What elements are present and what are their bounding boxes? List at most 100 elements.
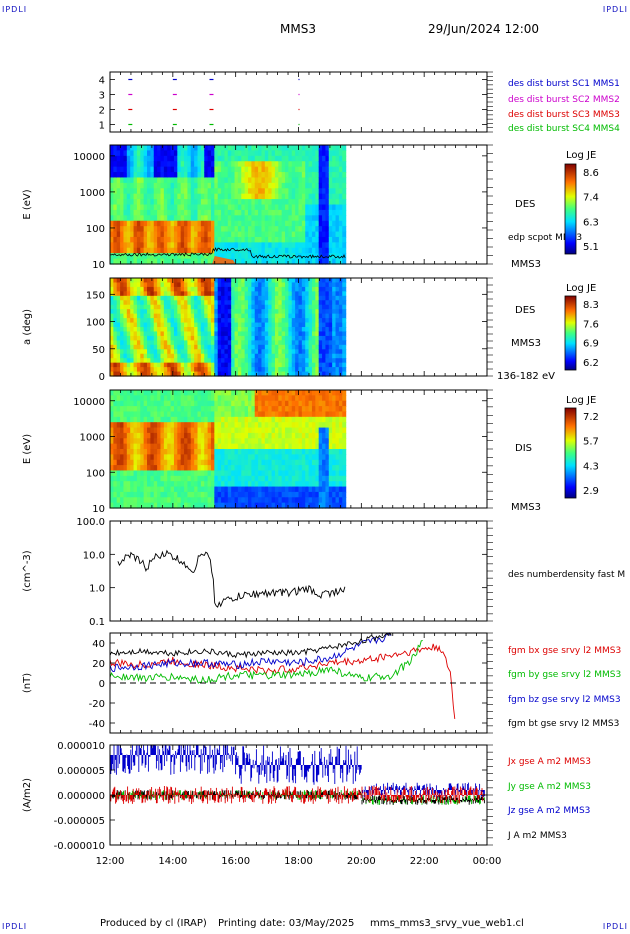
des-pitch-colorbar (564, 295, 577, 371)
logo-bottom-left: IPDLI (2, 922, 28, 931)
y-tick-label: 0 (99, 679, 105, 690)
y-tick-label: 10000 (73, 397, 105, 408)
y-tick-label: 10 (92, 260, 105, 271)
colorbar-tick-label: 6.3 (583, 217, 599, 228)
y-tick-label: 1000 (80, 188, 105, 199)
des-energy-instrument: DES (515, 199, 536, 210)
y-tick-label: 10000 (73, 152, 105, 163)
y-tick-label: 2 (99, 106, 105, 117)
jz-series-line (109, 786, 485, 804)
y-tick-label: 1000 (80, 433, 105, 444)
density-legend: des numberdensity fast M (508, 570, 626, 580)
y-tick-label: 0.000010 (57, 741, 105, 752)
des-pitch-energy-range: 136-182 eV (497, 371, 555, 382)
y-tick-label: 0 (99, 372, 105, 383)
by-series-line (109, 639, 423, 684)
dis-energy-colorbar (564, 407, 577, 499)
time-tick-label: 16:00 (221, 856, 250, 867)
y-tick-label: 3 (99, 91, 105, 102)
footer-script: mms_mms3_srvy_vue_web1.cl (370, 918, 524, 929)
y-axis-label: (A/m2) (22, 778, 33, 812)
logo-bottom-right: IPDLI (602, 922, 628, 931)
colorbar-tick-label: 2.9 (583, 486, 599, 497)
y-tick-label: 50 (92, 345, 105, 356)
dis-energy-instrument: DIS (515, 443, 532, 454)
des-energy-cb-title: Log JE (566, 150, 597, 161)
colorbar-tick-label: 8.3 (583, 300, 599, 311)
colorbar-tick-label: 7.6 (583, 319, 599, 330)
des-pitch-sc: MMS3 (511, 338, 541, 349)
y-tick-label: 100.0 (76, 517, 105, 528)
y-tick-label: 150 (86, 290, 105, 301)
des-pitch-cb-title: Log JE (566, 283, 597, 294)
bt-series-line (109, 632, 392, 659)
footer-printing: Printing date: 03/May/2025 (218, 918, 355, 929)
y-tick-label: -0.000010 (54, 841, 105, 852)
y-axis-label: a (deg) (22, 309, 33, 345)
y-tick-label: -40 (89, 719, 105, 730)
current-legend-jy: Jy gse A m2 MMS3 (508, 782, 591, 792)
current-legend-jz: Jz gse A m2 MMS3 (508, 806, 591, 816)
scpot-fill (212, 256, 236, 264)
bfield-legend-bz: fgm bz gse srvy l2 MMS3 (508, 695, 621, 705)
y-tick-label: 100 (86, 318, 105, 329)
date-title: 29/Jun/2024 12:00 (428, 22, 540, 36)
time-tick-label: 12:00 (96, 856, 125, 867)
des-energy-colorbar (564, 163, 577, 255)
time-tick-label: 14:00 (158, 856, 187, 867)
des-energy-overlay-label: edp scpot MMS3 (508, 233, 583, 243)
y-tick-label: 100 (86, 468, 105, 479)
y-tick-label: 20 (92, 659, 105, 670)
colorbar-tick-label: 8.6 (583, 168, 599, 179)
bfield-legend-by: fgm by gse srvy l2 MMS3 (508, 670, 622, 680)
y-tick-label: 10.0 (83, 550, 105, 561)
bz-series-line (109, 633, 392, 672)
y-tick-label: 40 (92, 639, 105, 650)
colorbar-tick-label: 5.1 (583, 242, 599, 253)
burst-legend-3: des dist burst SC3 MMS3 (508, 110, 620, 120)
y-tick-label: 0.000005 (57, 766, 105, 777)
des-energy-spectrogram (110, 145, 347, 265)
mission-title: MMS3 (280, 22, 316, 36)
bx-series-line (109, 643, 456, 719)
current-legend-j: J A m2 MMS3 (508, 831, 567, 841)
logo-top-left: IPDLI (2, 5, 28, 14)
colorbar-tick-label: 7.4 (583, 193, 599, 204)
des-pitch-instrument: DES (515, 305, 536, 316)
colorbar-tick-label: 4.3 (583, 461, 599, 472)
y-tick-label: 1.0 (89, 584, 105, 595)
panel-frame (109, 71, 488, 133)
density-series-line (117, 549, 346, 608)
des-pitch-spectrogram (110, 278, 347, 377)
y-tick-label: 1 (99, 121, 105, 132)
burst-legend-2: des dist burst SC2 MMS2 (508, 95, 620, 105)
y-tick-label: 0.000000 (57, 791, 105, 802)
time-tick-label: 00:00 (473, 856, 502, 867)
y-axis-label: (nT) (22, 673, 33, 693)
y-tick-label: -0.000005 (54, 816, 105, 827)
des-energy-sc: MMS3 (511, 259, 541, 270)
bfield-legend-bx: fgm bx gse srvy l2 MMS3 (508, 646, 622, 656)
y-axis-label: E (eV) (22, 189, 33, 219)
burst-legend-4: des dist burst SC4 MMS4 (508, 124, 620, 134)
scpot-series-line (110, 247, 346, 259)
burst-legend-1: des dist burst SC1 MMS1 (508, 79, 620, 89)
y-tick-label: -20 (89, 699, 105, 710)
dis-energy-sc: MMS3 (511, 502, 541, 513)
current-legend-jx: Jx gse A m2 MMS3 (508, 757, 591, 767)
y-tick-label: 0.1 (89, 617, 105, 628)
footer-produced: Produced by cl (IRAP) (100, 918, 207, 929)
colorbar-tick-label: 6.9 (583, 339, 599, 350)
y-axis-label: E (eV) (22, 434, 33, 464)
dis-energy-cb-title: Log JE (566, 395, 597, 406)
panel-frame (109, 520, 488, 622)
y-axis-label: (cm^-3) (22, 550, 33, 591)
colorbar-tick-label: 6.2 (583, 358, 599, 369)
j-series-line (109, 745, 485, 798)
bfield-legend-bt: fgm bt gse srvy l2 MMS3 (508, 719, 620, 729)
logo-top-right: IPDLI (602, 5, 628, 14)
colorbar-tick-label: 7.2 (583, 412, 599, 423)
y-tick-label: 4 (99, 76, 105, 87)
dis-energy-spectrogram (110, 390, 347, 509)
